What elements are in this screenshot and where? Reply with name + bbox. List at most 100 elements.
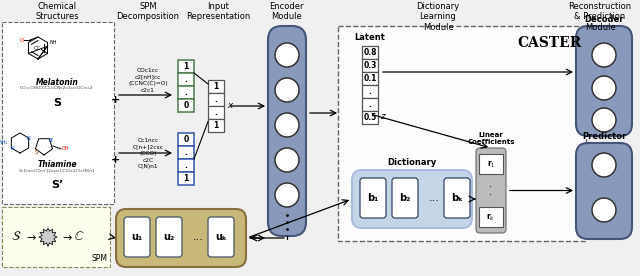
Text: +: + [110, 95, 120, 105]
FancyBboxPatch shape [116, 209, 246, 267]
Text: 0: 0 [184, 101, 189, 110]
Text: 1: 1 [213, 121, 219, 130]
Text: Linear
Coefficients: Linear Coefficients [467, 132, 515, 145]
Text: z: z [380, 112, 385, 121]
Bar [362, 85, 378, 98]
Text: SPM: SPM [91, 254, 107, 263]
Circle shape [592, 198, 616, 222]
Bar [208, 93, 224, 106]
Bar [208, 119, 224, 132]
FancyBboxPatch shape [392, 178, 418, 218]
Circle shape [592, 76, 616, 100]
FancyBboxPatch shape [576, 26, 632, 136]
Text: COc1cc
c2[nH]cc
(CCNC(C)=O)
c2c1: COc1cc c2[nH]cc (CCNC(C)=O) c2c1 [128, 68, 168, 93]
Bar [338, 26, 586, 241]
Text: SPM
Decomposition: SPM Decomposition [116, 2, 179, 22]
Text: 1: 1 [213, 82, 219, 91]
Bar [362, 111, 378, 124]
Text: .: . [184, 75, 188, 84]
Bar [362, 46, 378, 59]
FancyBboxPatch shape [476, 148, 506, 233]
Text: 1: 1 [184, 62, 189, 71]
Bar [178, 60, 194, 73]
Text: S’: S’ [51, 180, 63, 190]
FancyBboxPatch shape [360, 178, 386, 218]
Circle shape [592, 153, 616, 177]
Text: CASTER: CASTER [518, 36, 582, 50]
Circle shape [275, 148, 299, 172]
Polygon shape [39, 228, 57, 246]
Text: .: . [490, 179, 493, 189]
Text: 0: 0 [184, 135, 189, 144]
FancyBboxPatch shape [444, 178, 470, 218]
Text: b₂: b₂ [399, 193, 411, 203]
FancyBboxPatch shape [268, 26, 306, 236]
Circle shape [592, 43, 616, 67]
Circle shape [275, 78, 299, 102]
Text: Melatonin: Melatonin [36, 78, 78, 87]
Bar [2, 207, 110, 267]
Circle shape [275, 43, 299, 67]
Circle shape [592, 108, 616, 132]
Text: +: + [110, 155, 120, 165]
Text: S: S [35, 150, 38, 155]
Text: Cc1ncc(C[n+]2csc(CCO)c2C)c(N)n1: Cc1ncc(C[n+]2csc(CCO)c2C)c(N)n1 [19, 168, 95, 172]
FancyBboxPatch shape [156, 217, 182, 257]
Text: 0.3: 0.3 [364, 61, 377, 70]
Text: ...: ... [193, 232, 204, 242]
Text: 0.8: 0.8 [364, 48, 377, 57]
Bar [479, 154, 503, 174]
Text: .: . [214, 95, 218, 104]
Text: .: . [184, 148, 188, 157]
Text: Thiamine: Thiamine [37, 160, 77, 169]
Bar [178, 133, 194, 146]
Bar [178, 86, 194, 99]
Bar [178, 146, 194, 159]
Text: bₖ: bₖ [451, 193, 463, 203]
Text: OH: OH [62, 147, 70, 152]
Text: Cc1ncc
C[n+]2csc
(CCO)
c2C
C(N)n1: Cc1ncc C[n+]2csc (CCO) c2C C(N)n1 [132, 138, 163, 169]
Text: NH: NH [49, 40, 57, 45]
FancyBboxPatch shape [124, 217, 150, 257]
Bar [2, 22, 114, 204]
Text: 0.5: 0.5 [364, 113, 376, 122]
Bar [362, 59, 378, 72]
Text: x: x [227, 102, 232, 110]
Bar [178, 159, 194, 172]
Bar [208, 106, 224, 119]
Text: Predictor: Predictor [582, 132, 626, 141]
Text: ...: ... [429, 193, 440, 203]
Text: uₖ: uₖ [215, 232, 227, 242]
Text: Encoder
Module: Encoder Module [269, 2, 303, 22]
Text: N: N [27, 136, 31, 140]
Text: N: N [10, 145, 14, 150]
FancyBboxPatch shape [208, 217, 234, 257]
Text: Input
Representation: Input Representation [186, 2, 250, 22]
FancyBboxPatch shape [576, 143, 632, 239]
Text: $\mathbf{r}_1$: $\mathbf{r}_1$ [486, 158, 495, 170]
FancyBboxPatch shape [352, 170, 472, 228]
Text: S: S [53, 98, 61, 108]
Text: $\rightarrow$: $\rightarrow$ [24, 232, 37, 242]
Text: u₂: u₂ [163, 232, 175, 242]
Text: .: . [369, 100, 371, 109]
Text: OC: OC [33, 46, 40, 51]
Text: Dictionary
Learning
Module: Dictionary Learning Module [417, 2, 460, 32]
Text: Dictionary: Dictionary [387, 158, 436, 167]
Text: Chemical
Structures: Chemical Structures [35, 2, 79, 22]
Bar [208, 80, 224, 93]
Bar [178, 172, 194, 185]
Circle shape [275, 183, 299, 207]
Text: .: . [214, 108, 218, 117]
Text: $\rightarrow$: $\rightarrow$ [60, 232, 73, 242]
Text: O: O [20, 38, 24, 43]
Text: $\mathbf{r}_k$: $\mathbf{r}_k$ [486, 211, 495, 223]
Text: u₁: u₁ [131, 232, 143, 242]
Text: CC(=O)NCCC1=CNc2c1cc(OC)cc2: CC(=O)NCCC1=CNc2c1cc(OC)cc2 [20, 86, 93, 90]
Text: N: N [48, 139, 52, 144]
Text: Reconstruction
& Prediction
Module: Reconstruction & Prediction Module [568, 2, 632, 32]
Bar [362, 72, 378, 85]
Bar [178, 99, 194, 112]
Text: 0.1: 0.1 [364, 74, 377, 83]
Text: $\mathcal{S}$: $\mathcal{S}$ [11, 230, 21, 243]
